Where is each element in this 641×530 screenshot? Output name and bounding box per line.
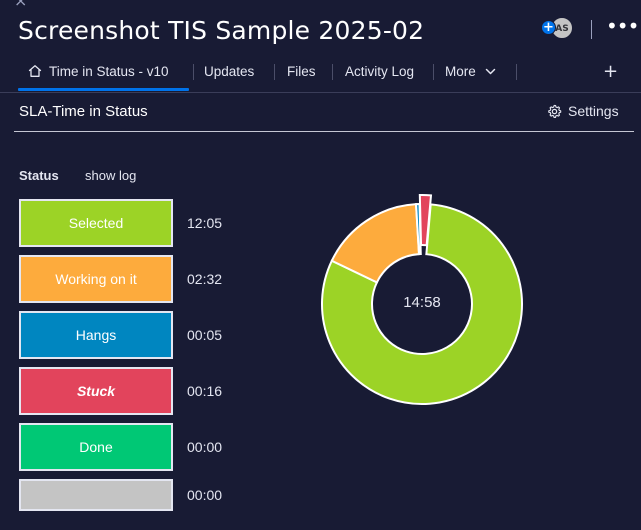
status-row-blank: 00:00 xyxy=(19,479,229,511)
add-view-button[interactable]: + xyxy=(603,61,619,82)
status-chip[interactable]: Selected xyxy=(19,199,173,247)
tab-divider xyxy=(433,64,434,80)
active-tab-indicator xyxy=(18,88,189,91)
gear-icon xyxy=(548,104,562,118)
tab-updates[interactable]: Updates xyxy=(204,64,255,79)
status-chip[interactable]: Stuck xyxy=(19,367,173,415)
widget-title: SLA-Time in Status xyxy=(19,103,148,120)
status-chip[interactable]: Done xyxy=(19,423,173,471)
settings-button[interactable]: Settings xyxy=(547,103,619,123)
invite-plus-icon[interactable]: + xyxy=(541,20,556,35)
tab-activity-log[interactable]: Activity Log xyxy=(345,64,415,79)
tab-files[interactable]: Files xyxy=(287,64,316,79)
status-chip[interactable]: Hangs xyxy=(19,311,173,359)
header-divider xyxy=(591,20,592,39)
widget-divider xyxy=(14,131,634,132)
donut-chart xyxy=(321,194,523,405)
tab-label: More xyxy=(445,64,476,79)
status-row-done: Done 00:00 xyxy=(19,423,229,471)
chevron-down-icon xyxy=(485,68,496,75)
status-column-header: Status xyxy=(19,168,59,183)
donut-slice-selected[interactable] xyxy=(321,203,523,405)
status-time: 00:16 xyxy=(187,383,223,399)
status-time: 00:00 xyxy=(187,487,223,503)
tab-divider xyxy=(332,64,333,80)
tab-time-in-status[interactable]: Time in Status - v10 xyxy=(28,56,169,88)
more-options-icon[interactable]: ••• xyxy=(606,14,639,38)
status-time: 02:32 xyxy=(187,271,223,287)
status-row-hangs: Hangs 00:05 xyxy=(19,311,229,359)
status-row-stuck: Stuck 00:16 xyxy=(19,367,229,415)
status-row-working: Working on it 02:32 xyxy=(19,255,229,303)
status-chip[interactable]: Working on it xyxy=(19,255,173,303)
avatar[interactable]: AS xyxy=(551,17,573,39)
tab-divider xyxy=(274,64,275,80)
board-tabs: Time in Status - v10 Updates Files Activ… xyxy=(0,56,641,92)
status-chip[interactable] xyxy=(19,479,173,511)
show-log-link[interactable]: show log xyxy=(85,168,137,183)
tab-more[interactable]: More xyxy=(445,56,496,88)
board-title[interactable]: Screenshot TIS Sample 2025-02 xyxy=(18,16,425,45)
close-icon[interactable]: × xyxy=(14,0,28,10)
home-icon xyxy=(28,65,42,77)
time-in-status-donut: 14:58 xyxy=(316,186,528,410)
status-time: 12:05 xyxy=(187,215,223,231)
donut-center-total: 14:58 xyxy=(403,294,441,311)
tab-label: Time in Status - v10 xyxy=(49,64,169,79)
status-row-selected: Selected 12:05 xyxy=(19,199,229,247)
board-members[interactable]: AS + xyxy=(541,17,577,39)
status-time: 00:00 xyxy=(187,439,223,455)
tab-divider xyxy=(193,64,194,80)
donut-slice-hangs[interactable] xyxy=(414,203,422,256)
settings-label: Settings xyxy=(568,103,619,119)
tab-divider xyxy=(516,64,517,80)
tabs-divider xyxy=(0,92,641,93)
status-time: 00:05 xyxy=(187,327,223,343)
